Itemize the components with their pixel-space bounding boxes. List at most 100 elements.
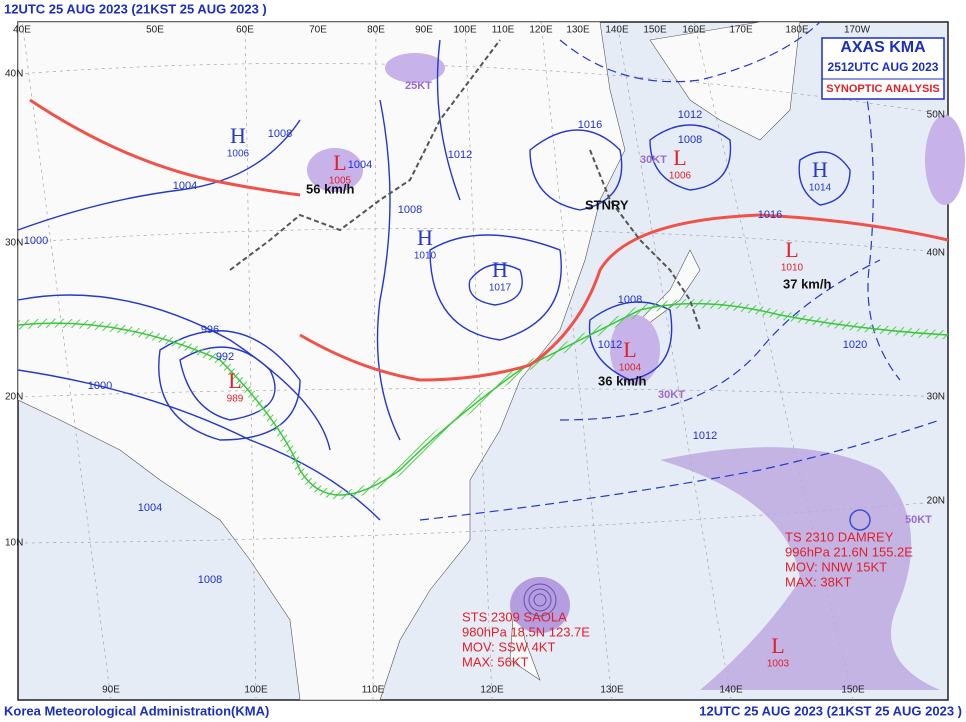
- isobar-label: 1008: [678, 134, 702, 146]
- motion-label: 36 km/h: [598, 373, 646, 388]
- longitude-label: 140E: [605, 25, 629, 36]
- storm-info: MAX: 56KT: [462, 654, 529, 669]
- isobar-label: 1016: [758, 209, 782, 221]
- footer-agency: Korea Meteorological Administration(KMA): [4, 703, 269, 718]
- motion-label: 37 km/h: [783, 276, 831, 291]
- pressure-center-value: 1014: [809, 183, 832, 194]
- pressure-center-type: H: [417, 225, 433, 250]
- longitude-label: 150E: [643, 25, 667, 36]
- longitude-label: 110E: [362, 685, 385, 696]
- title-box: [821, 37, 945, 100]
- isobar-label: 1012: [598, 339, 622, 351]
- pressure-center-type: L: [673, 145, 686, 170]
- storm-area: [307, 148, 363, 192]
- isobar-label: 1016: [578, 119, 602, 131]
- pressure-center-type: L: [228, 368, 241, 393]
- isobar-label: 1004: [173, 180, 197, 192]
- longitude-label: 60E: [236, 25, 254, 36]
- longitude-label: 70E: [309, 25, 327, 36]
- graticule: [17, 21, 949, 701]
- storm-area: [385, 53, 445, 83]
- isobar-label: 1020: [843, 339, 867, 351]
- front-warm: [299, 213, 949, 382]
- front-line: [17, 302, 949, 496]
- land-northeast: [649, 21, 801, 141]
- isobar-label: 1008: [398, 204, 422, 216]
- typhoon-saola-symbol: [523, 583, 557, 617]
- pressure-center-value: 1006: [227, 149, 250, 160]
- longitude-label: 150E: [841, 685, 865, 696]
- longitude-label: 130E: [600, 685, 624, 696]
- isobar-label: 1008: [268, 128, 292, 140]
- latitude-label: 50N: [927, 110, 945, 121]
- pressure-center-value: 1006: [669, 171, 692, 182]
- isobar-label: 1008: [618, 294, 642, 306]
- longitude-label: 120E: [529, 25, 553, 36]
- latitude-label: 10N: [5, 538, 23, 549]
- longitude-label: 130E: [566, 25, 590, 36]
- longitude-label: 170E: [729, 25, 753, 36]
- storm-area: [660, 447, 940, 690]
- latitude-label: 40N: [5, 69, 23, 80]
- pressure-center-value: 1005: [329, 176, 352, 187]
- longitude-label: 170W: [844, 25, 871, 36]
- storm-info: TS 2310 DAMREY: [785, 529, 894, 544]
- longitude-label: 180E: [785, 25, 809, 36]
- latitude-label: 30N: [927, 392, 945, 403]
- isobar-label: 1012: [678, 109, 702, 121]
- isobar-label: 992: [216, 351, 234, 363]
- pressure-center-type: H: [812, 157, 828, 182]
- latitude-label: 30N: [5, 238, 23, 249]
- longitude-label: 50E: [146, 25, 164, 36]
- longitude-label: 40E: [13, 25, 31, 36]
- trough-line: [589, 149, 701, 331]
- pressure-center-value: 1003: [767, 659, 790, 670]
- storm-info: MOV: SSW 4KT: [462, 639, 555, 654]
- longitude-label: 90E: [102, 685, 120, 696]
- storm-info: 980hPa 18.5N 123.7E: [462, 624, 590, 639]
- pressure-center-type: H: [230, 123, 246, 148]
- isobar-label: 1012: [693, 430, 717, 442]
- longitude-label: 90E: [415, 25, 433, 36]
- pressure-center-value: 1004: [619, 363, 642, 374]
- latitude-label: 40N: [927, 248, 945, 259]
- pressure-center-value: 989: [227, 394, 244, 405]
- motion-label: 50KT: [905, 514, 932, 526]
- pressure-center-type: L: [785, 237, 798, 262]
- isobar-label: 1000: [24, 235, 48, 247]
- pressure-center-value: 1017: [489, 283, 512, 294]
- isobar-label: 1004: [348, 159, 372, 171]
- longitude-label: 160E: [682, 25, 706, 36]
- longitude-label: 100E: [453, 25, 477, 36]
- storm-area: [510, 577, 570, 633]
- isobars: [17, 21, 941, 521]
- storm-area: [925, 115, 965, 205]
- title-box-type: SYNOPTIC ANALYSIS: [826, 83, 940, 95]
- storm-info: MOV: NNW 15KT: [785, 559, 887, 574]
- longitude-label: 80E: [367, 25, 385, 36]
- typhoon-damrey-symbol: [849, 509, 871, 531]
- title-box-name: AXAS KMA: [840, 39, 926, 56]
- pressure-center-type: L: [623, 337, 636, 362]
- isobar-label: 996: [201, 324, 219, 336]
- footer-time: 12UTC 25 AUG 2023 (21KST 25 AUG 2023 ): [699, 703, 962, 718]
- pressure-center-type: L: [771, 633, 784, 658]
- latitude-label: 20N: [5, 392, 23, 403]
- pressure-center-type: H: [492, 257, 508, 282]
- motion-label: 30KT: [640, 154, 667, 166]
- longitude-label: 100E: [244, 685, 268, 696]
- motion-label: 30KT: [658, 389, 685, 401]
- longitude-label: 120E: [480, 685, 504, 696]
- title-box-time: 2512UTC AUG 2023: [828, 60, 939, 74]
- storm-area: [610, 315, 660, 385]
- motion-label: 56 km/h: [306, 181, 354, 196]
- isobar-label: 1004: [138, 502, 162, 514]
- isobar-label: 1012: [448, 149, 472, 161]
- latitude-label: 20N: [927, 496, 945, 507]
- isobar-label: 1000: [88, 380, 112, 392]
- motion-label: STNRY: [585, 197, 629, 212]
- isobar-label: 1008: [198, 574, 222, 586]
- storm-info: STS 2309 SAOLA: [462, 609, 567, 624]
- storm-info: MAX: 38KT: [785, 574, 852, 589]
